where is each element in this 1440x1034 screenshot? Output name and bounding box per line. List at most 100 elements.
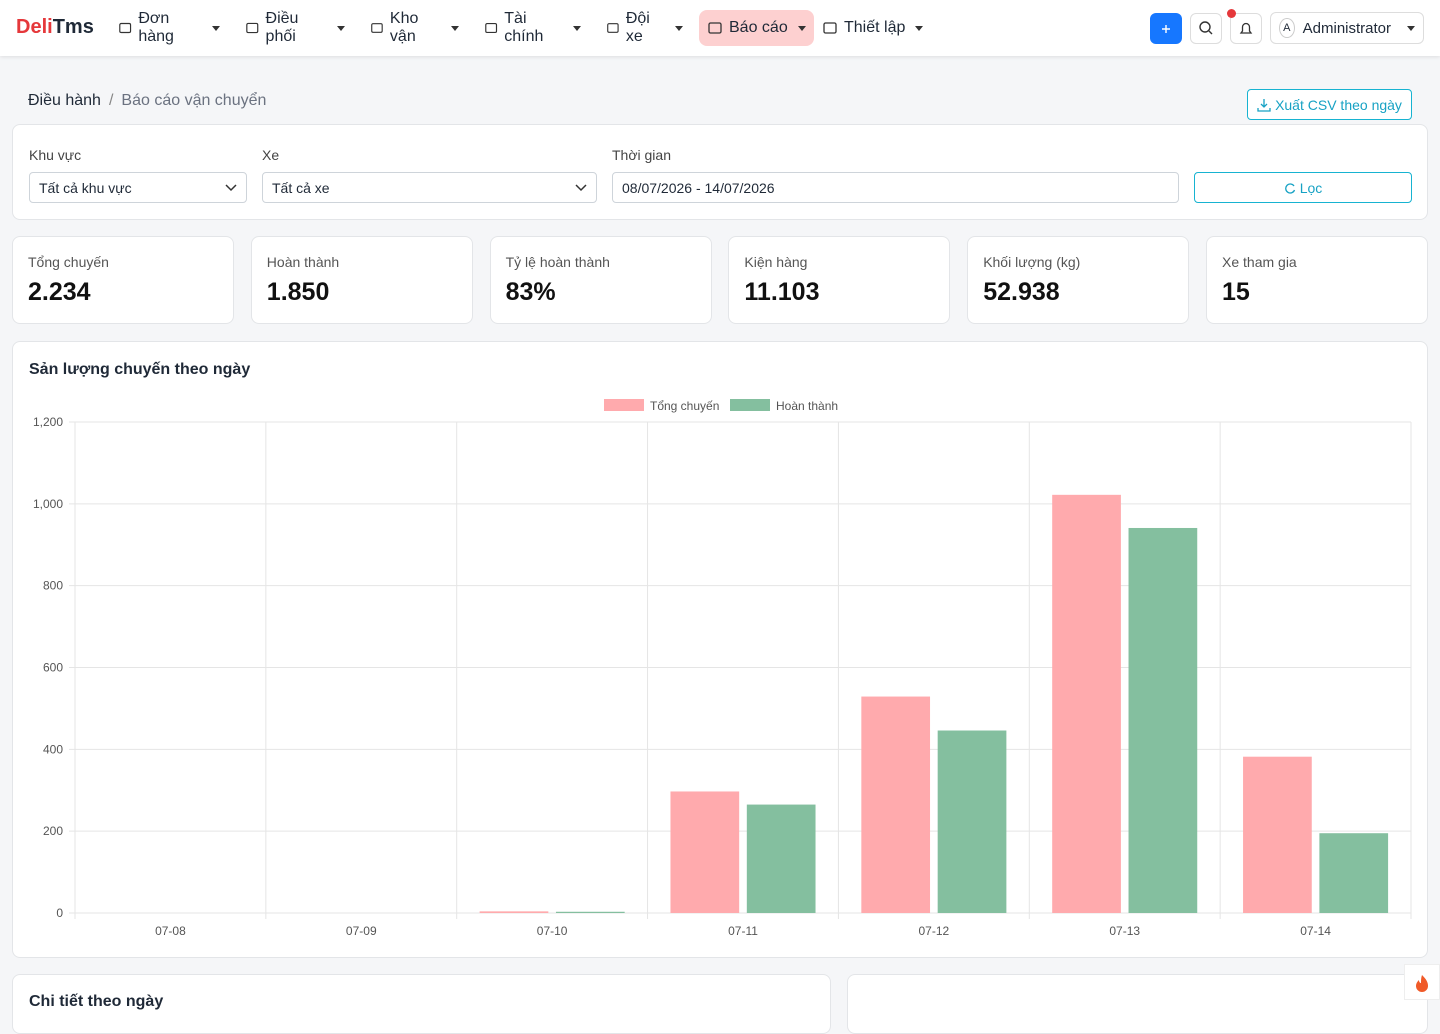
caret	[337, 25, 345, 31]
caret	[675, 25, 683, 31]
region-select[interactable]: Tất cả khu vực	[29, 172, 247, 203]
nav-label: Đội xe	[625, 10, 650, 45]
stat-value: 11.103	[744, 278, 820, 306]
bar	[861, 696, 931, 913]
stat-card: Xe tham gia 15	[1206, 236, 1428, 324]
brand-part: Deli	[16, 16, 53, 38]
bar	[1243, 756, 1312, 913]
y-tick-label: 400	[43, 742, 63, 756]
date-range-input[interactable]: 08/07/2026 - 14/07/2026	[612, 172, 1179, 203]
avatar: A	[1279, 18, 1295, 38]
select-value: Tất cả khu vực	[39, 179, 132, 196]
user-name: Administrator	[1302, 19, 1391, 37]
breadcrumb: Điều hành / Báo cáo vận chuyển	[28, 92, 267, 109]
nav-item[interactable]: Thiết lập	[814, 10, 932, 46]
stat-label: Xe tham gia	[1222, 254, 1297, 270]
nav-label: Báo cáo	[729, 19, 788, 36]
nav-icon	[119, 22, 132, 34]
stat-card: Hoàn thành 1.850	[250, 236, 473, 324]
bar	[479, 911, 549, 913]
stat-label: Tổng chuyến	[28, 254, 109, 270]
y-tick-label: 1,200	[33, 415, 63, 429]
nav-item[interactable]: Đơn hàng	[110, 10, 228, 46]
nav-item[interactable]: Tài chính	[476, 10, 589, 46]
stat-value: 52.938	[983, 278, 1060, 306]
add-button[interactable]	[1150, 13, 1182, 44]
user-menu[interactable]: A Administrator	[1270, 12, 1424, 44]
search-button[interactable]	[1190, 13, 1222, 44]
x-tick-label: 07-08	[155, 924, 186, 938]
stat-value: 15	[1222, 278, 1250, 306]
stat-value: 83%	[505, 278, 556, 306]
bar	[1319, 833, 1389, 913]
bar	[555, 911, 625, 913]
legend-swatch	[604, 399, 644, 411]
y-tick-label: 1,000	[33, 497, 63, 511]
bar	[1128, 527, 1198, 913]
caret	[573, 25, 581, 31]
stat-label: Kiện hàng	[744, 254, 808, 270]
stat-value: 2.234	[28, 278, 91, 306]
caret	[451, 25, 459, 31]
nav-label: Thiết lập	[844, 19, 906, 36]
stat-card: Khối lượng (kg) 52.938	[967, 236, 1190, 324]
breadcrumb-item[interactable]: Điều hành	[28, 92, 101, 109]
bar	[1052, 494, 1121, 913]
stat-card: Tỷ lệ hoàn thành 83%	[489, 236, 712, 324]
nav-label: Kho vận	[389, 10, 419, 45]
y-tick-label: 600	[43, 661, 63, 675]
caret	[797, 25, 806, 31]
filter-button[interactable]: Lọc	[1194, 172, 1412, 203]
nav-icon	[708, 22, 722, 34]
nav-label: Điều phối	[265, 10, 299, 45]
navbar: DeliTms Đơn hàng Điều phối Kho vận Tài chín…	[0, 0, 1440, 56]
x-tick-label: 07-12	[919, 924, 950, 938]
stat-label: Tỷ lệ hoàn thành	[505, 254, 610, 270]
export-button[interactable]: Xuất CSV theo ngày	[1247, 89, 1412, 120]
bar	[670, 791, 740, 913]
filter-label: Thời gian	[612, 147, 671, 163]
floating-button[interactable]	[1404, 964, 1440, 1000]
nav-icon	[607, 23, 619, 33]
chart: 0 200 400 600 800 1,000 1,200 Tổng chuyến Hoàn t…	[33, 399, 1412, 938]
filter-label: Xe	[262, 147, 280, 163]
nav-label: Đơn hàng	[138, 10, 174, 45]
select-value: Tất cả xe	[272, 179, 330, 196]
legend-swatch	[730, 399, 770, 411]
y-tick-label: 0	[56, 906, 63, 920]
y-tick-label: 800	[43, 579, 63, 593]
chart-title: Sản lượng chuyến theo ngày	[29, 361, 251, 378]
stat-label: Hoàn thành	[266, 254, 340, 270]
export-label: Xuất CSV theo ngày	[1275, 96, 1402, 113]
brand[interactable]: DeliTms	[16, 16, 94, 39]
detail-card: Chi tiết theo ngày	[12, 974, 831, 1034]
bar	[746, 804, 816, 913]
filter-label: Khu vực	[29, 147, 82, 163]
filter-card: Khu vực Tất cả khu vực Xe Tất cả xe Thời…	[12, 124, 1428, 220]
notification-button[interactable]	[1230, 13, 1262, 44]
side-card	[847, 974, 1428, 1034]
chart-card: Sản lượng chuyến theo ngày 0 200 400 600 800…	[12, 341, 1428, 958]
caret	[915, 25, 924, 31]
breadcrumb-item: Báo cáo vận chuyển	[121, 92, 267, 109]
nav-item[interactable]: Báo cáo	[699, 10, 814, 46]
stat-card: Kiện hàng 11.103	[728, 236, 951, 324]
x-tick-label: 07-13	[1109, 924, 1140, 938]
input-value: 08/07/2026 - 14/07/2026	[622, 179, 775, 196]
nav-item[interactable]: Đội xe	[598, 10, 691, 46]
stat-value: 1.850	[266, 278, 330, 306]
nav-icon	[485, 22, 498, 34]
vehicle-select[interactable]: Tất cả xe	[262, 172, 597, 203]
nav-icon	[246, 22, 259, 34]
brand-part: Tms	[52, 16, 94, 38]
stat-card: Tổng chuyến 2.234	[12, 236, 234, 324]
y-tick-label: 200	[43, 824, 63, 838]
nav-item[interactable]: Điều phối	[237, 10, 353, 46]
legend-label: Hoàn thành	[776, 399, 838, 413]
nav-item[interactable]: Kho vận	[362, 10, 467, 46]
notification-dot	[1227, 9, 1236, 18]
caret	[212, 25, 220, 31]
nav-label: Tài chính	[504, 10, 544, 45]
x-tick-label: 07-11	[728, 924, 758, 938]
